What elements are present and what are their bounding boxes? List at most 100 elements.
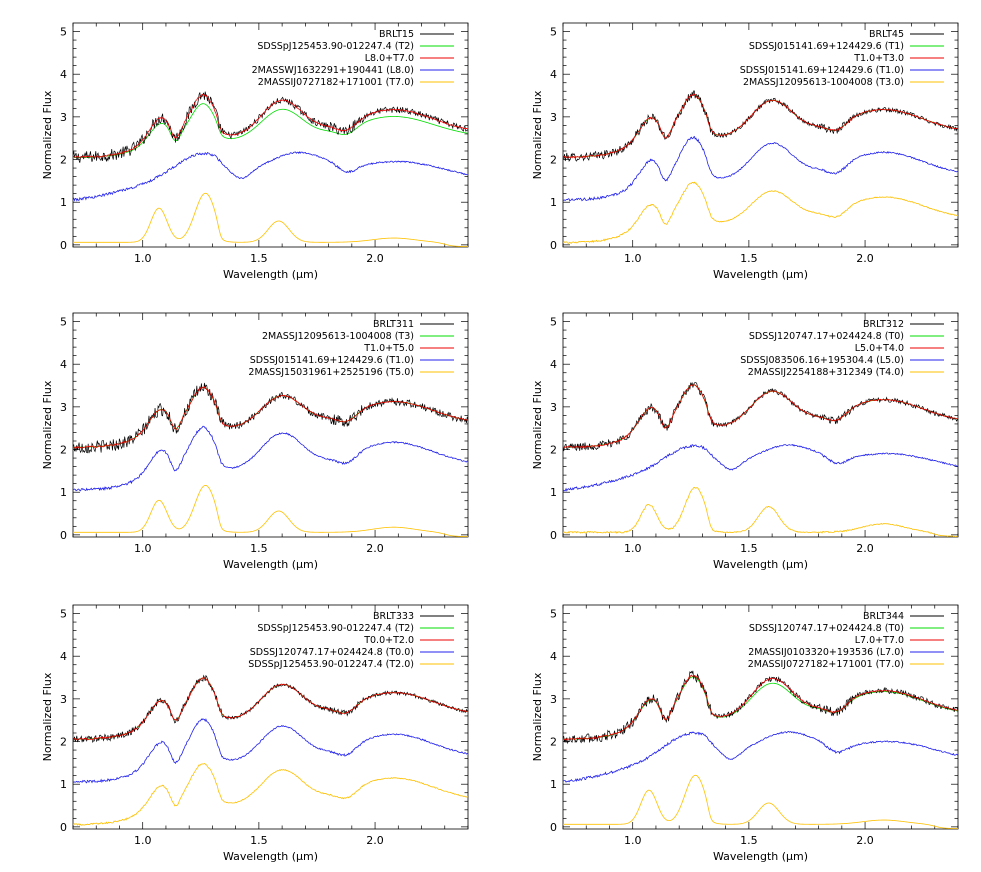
series-line-1 <box>563 382 958 452</box>
y-tick-label: 2 <box>550 736 557 749</box>
y-tick-label: 1 <box>60 196 67 209</box>
chart-panel-4: 1.0 1.5 2.0 0 1 2 3 4 5 Wavelength (µm) Normalized… <box>531 312 959 571</box>
legend-entry: SDSSJ083506.16+195304.4 (L5.0) <box>740 355 904 366</box>
x-tick-label: 1.0 <box>624 542 642 555</box>
chart-panel-6: 1.0 1.5 2.0 0 1 2 3 4 5 Wavelength (µm) Normalized… <box>531 604 959 863</box>
y-tick-label: 0 <box>550 529 557 542</box>
series-line-4 <box>563 444 958 492</box>
y-tick-label: 3 <box>60 111 67 124</box>
legend-entry: SDSSJ015141.69+124429.6 (T1.0) <box>740 65 904 76</box>
legend-entry: BRLT311 <box>373 319 414 330</box>
y-tick-label: 1 <box>60 486 67 499</box>
x-axis-title: Wavelength (µm) <box>223 558 318 571</box>
legend-entry: SDSSJ015141.69+124429.6 (T1.0) <box>250 355 414 366</box>
y-axis-title: Normalized Flux <box>531 380 544 469</box>
chart-panel-1: 1.0 1.5 2.0 0 1 2 3 4 5 Wavelength (µm) Normalized… <box>41 22 469 281</box>
x-tick-label: 1.5 <box>740 834 758 847</box>
y-tick-label: 5 <box>550 608 557 621</box>
series-line-5 <box>563 486 958 537</box>
y-tick-label: 0 <box>550 821 557 834</box>
x-tick-label: 1.0 <box>134 542 152 555</box>
legend-entry: 2MASSIJ0103320+193536 (L7.0) <box>748 647 904 658</box>
legend-entry: 2MASSIJ2254188+312349 (T4.0) <box>748 367 904 378</box>
y-tick-label: 1 <box>550 778 557 791</box>
legend-entry: L7.0+T7.0 <box>855 635 904 646</box>
series-line-4 <box>73 718 468 784</box>
x-tick-label: 1.5 <box>250 252 268 265</box>
series-line-4 <box>563 135 958 202</box>
y-tick-label: 3 <box>550 401 557 414</box>
y-tick-label: 4 <box>550 358 557 371</box>
y-tick-label: 1 <box>550 486 557 499</box>
x-axis-title: Wavelength (µm) <box>223 268 318 281</box>
legend-entry: SDSSJ015141.69+124429.6 (T1) <box>749 41 904 52</box>
plot-frame <box>72 312 469 538</box>
x-tick-label: 1.0 <box>624 834 642 847</box>
y-tick-label: 0 <box>60 239 67 252</box>
x-tick-label: 1.5 <box>250 834 268 847</box>
y-axis-title: Normalized Flux <box>531 90 544 179</box>
y-axis-title: Normalized Flux <box>41 90 54 179</box>
series-line-3 <box>73 386 468 449</box>
y-tick-label: 3 <box>550 111 557 124</box>
y-axis-title: Normalized Flux <box>41 672 54 761</box>
series-line-1 <box>563 670 958 745</box>
y-tick-label: 2 <box>60 736 67 749</box>
y-tick-label: 2 <box>550 444 557 457</box>
series-line-1 <box>73 91 468 163</box>
plot-frame <box>562 604 959 830</box>
chart-panel-5: 1.0 1.5 2.0 0 1 2 3 4 5 Wavelength (µm) Normalized… <box>41 604 469 863</box>
x-tick-label: 2.0 <box>856 542 874 555</box>
y-tick-label: 5 <box>60 608 67 621</box>
x-tick-label: 2.0 <box>856 252 874 265</box>
x-axis-title: Wavelength (µm) <box>713 558 808 571</box>
legend-entry: SDSSJ120747.17+024424.8 (T0) <box>749 623 904 634</box>
series-line-5 <box>563 774 958 829</box>
x-tick-label: 2.0 <box>856 834 874 847</box>
series-line-3 <box>563 674 958 741</box>
y-tick-label: 3 <box>550 693 557 706</box>
y-tick-label: 2 <box>550 154 557 167</box>
y-tick-label: 1 <box>550 196 557 209</box>
y-tick-label: 1 <box>60 778 67 791</box>
y-tick-label: 4 <box>60 358 67 371</box>
x-tick-label: 1.0 <box>134 834 152 847</box>
y-tick-label: 5 <box>60 26 67 39</box>
series-line-4 <box>563 730 958 783</box>
y-tick-label: 4 <box>60 68 67 81</box>
series-line-5 <box>73 762 468 826</box>
series-line-4 <box>73 425 468 492</box>
legend-entry: SDSSpJ125453.90-012247.4 (T2) <box>257 623 414 634</box>
x-tick-label: 1.0 <box>624 252 642 265</box>
legend-entry: 2MASSWJ1632291+190441 (L8.0) <box>252 65 414 76</box>
legend-entry: T1.0+T3.0 <box>853 53 904 64</box>
y-tick-label: 4 <box>550 650 557 663</box>
y-tick-label: 3 <box>60 693 67 706</box>
legend-entry: SDSSpJ125453.90-012247.4 (T2.0) <box>248 659 414 670</box>
legend-entry: 2MASSIJ0727182+171001 (T7.0) <box>748 659 904 670</box>
y-tick-label: 4 <box>550 68 557 81</box>
series-line-3 <box>563 384 958 449</box>
y-tick-label: 5 <box>60 316 67 329</box>
legend-entry: SDSSpJ125453.90-012247.4 (T2) <box>257 41 414 52</box>
legend-entry: 2MASSJ12095613-1004008 (T3.0) <box>743 77 904 88</box>
x-tick-label: 2.0 <box>366 542 384 555</box>
legend-entry: BRLT333 <box>373 611 414 622</box>
x-axis-title: Wavelength (µm) <box>713 268 808 281</box>
y-axis-title: Normalized Flux <box>531 672 544 761</box>
legend-entry: 2MASSIJ0727182+171001 (T7.0) <box>258 77 414 88</box>
x-tick-label: 2.0 <box>366 252 384 265</box>
series-line-1 <box>73 674 468 744</box>
legend-entry: BRLT45 <box>869 29 904 40</box>
legend-entry: 2MASSJ15031961+2525196 (T5.0) <box>248 367 414 378</box>
legend-entry: SDSSJ120747.17+024424.8 (T0) <box>749 331 904 342</box>
x-axis-title: Wavelength (µm) <box>223 850 318 863</box>
legend-entry: BRLT312 <box>863 319 904 330</box>
series-line-5 <box>73 192 468 247</box>
legend-entry: BRLT15 <box>379 29 414 40</box>
chart-panel-2: 1.0 1.5 2.0 0 1 2 3 4 5 Wavelength (µm) Normalized… <box>531 22 959 281</box>
x-tick-label: 1.5 <box>740 542 758 555</box>
y-tick-label: 0 <box>60 529 67 542</box>
x-tick-label: 2.0 <box>366 834 384 847</box>
legend-entry: L5.0+T4.0 <box>855 343 904 354</box>
